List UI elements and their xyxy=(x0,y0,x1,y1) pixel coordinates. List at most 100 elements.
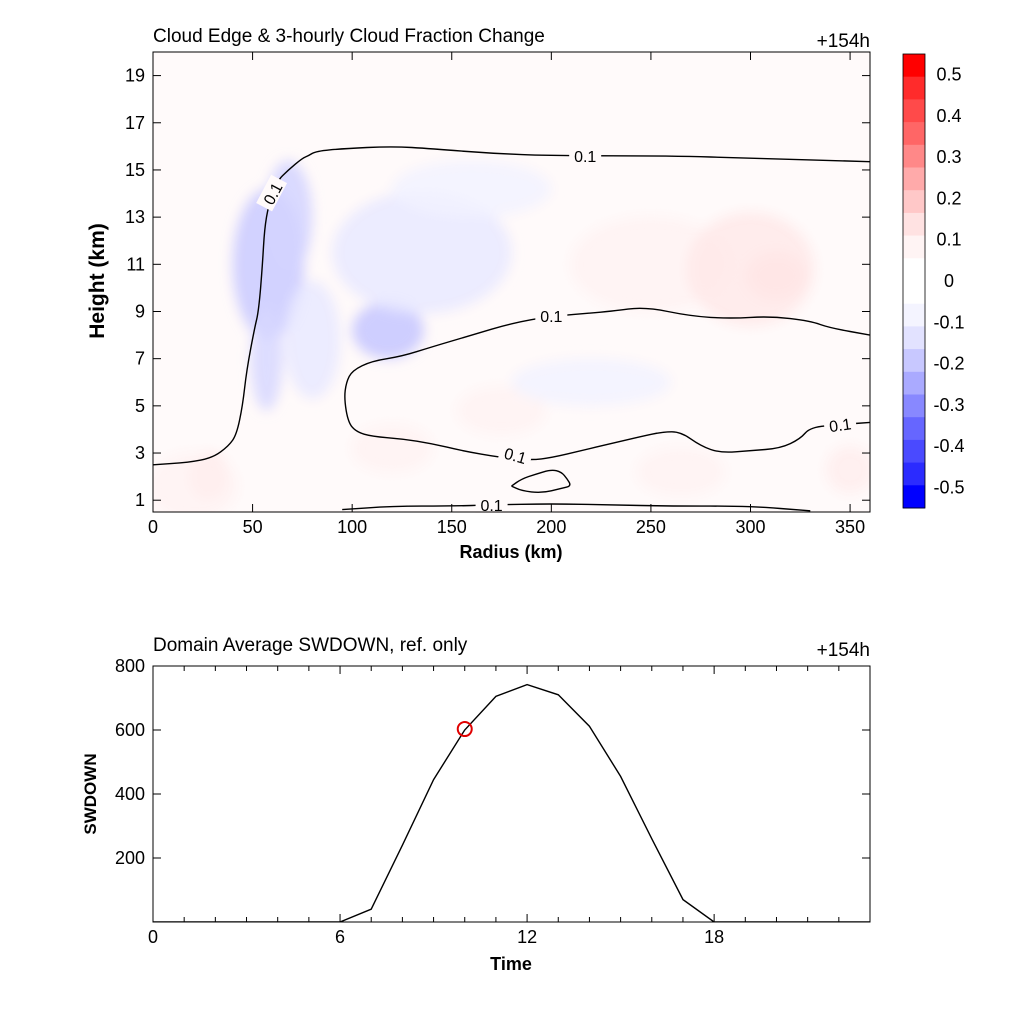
colorbar-label: 0.2 xyxy=(936,188,961,208)
contour-label-bg xyxy=(822,412,858,435)
colorbar-segment xyxy=(903,167,925,191)
colorbar-label: -0.4 xyxy=(933,436,964,456)
anomaly-patch xyxy=(511,358,671,406)
colorbar-segment xyxy=(903,394,925,418)
contour-line xyxy=(342,503,811,512)
y-tick-label: 200 xyxy=(115,848,145,868)
colorbar-labels: 0.5 0.4 0.3 0.2 0.1 0 -0.1 -0.2 -0.3 -0.4 -0.5 xyxy=(933,65,964,498)
colorbar-label: -0.1 xyxy=(933,312,964,332)
y-tick-label: 19 xyxy=(125,66,145,86)
anomaly-patch xyxy=(636,448,725,496)
colorbar-segment xyxy=(903,258,925,282)
swdown-line xyxy=(153,683,870,922)
colorbar-label: 0.5 xyxy=(936,65,961,85)
anomaly-patch xyxy=(352,302,424,359)
colorbar-segment xyxy=(903,439,925,464)
contour-label: 0.1 xyxy=(574,149,596,166)
y-tick-label: 1 xyxy=(135,490,145,510)
colorbar-segment xyxy=(903,485,925,509)
colorbar-label: 0.3 xyxy=(936,147,961,167)
y-tick-label: 7 xyxy=(135,349,145,369)
bottom-x-axis-label: Time xyxy=(490,954,532,974)
contour-label: 0.1 xyxy=(828,416,852,436)
anomaly-patch xyxy=(332,191,512,314)
colorbar-segment xyxy=(903,76,925,100)
anomaly-patch xyxy=(250,306,283,411)
x-tick-label: 300 xyxy=(735,517,765,537)
colorbar-segment xyxy=(903,144,925,168)
y-tick-label: 17 xyxy=(125,113,145,133)
colorbar-label: 0.1 xyxy=(936,230,961,250)
contour-label-bg xyxy=(497,441,534,468)
y-tick-label: 15 xyxy=(125,160,145,180)
colorbar-segment xyxy=(903,122,925,146)
anomaly-patch xyxy=(352,424,432,472)
x-tick-label: 0 xyxy=(148,517,158,537)
colorbar-segment xyxy=(903,349,925,373)
top-chart-title: Cloud Edge & 3-hourly Cloud Fraction Cha… xyxy=(153,26,545,47)
colorbar-segment xyxy=(903,326,925,350)
colorbar-frame xyxy=(902,53,926,509)
colorbar-segment xyxy=(903,417,925,441)
colorbar-segment xyxy=(903,235,925,259)
x-tick-label: 250 xyxy=(636,517,666,537)
bottom-axis-ticks: 0 6 12 18 200 400 600 800 xyxy=(115,656,871,947)
bottom-y-axis-label: SWDOWN xyxy=(81,753,100,834)
x-tick-label: 100 xyxy=(337,517,367,537)
colorbar-segment xyxy=(903,54,925,78)
top-time-label: +154h xyxy=(817,31,870,52)
colorbar-segment xyxy=(903,303,925,327)
colorbar-segment xyxy=(903,371,925,395)
y-tick-label: 13 xyxy=(125,207,145,227)
x-tick-label: 12 xyxy=(517,927,537,947)
contour-label: 0.1 xyxy=(480,498,502,515)
colorbar-segment xyxy=(903,190,925,214)
bottom-plot-frame xyxy=(152,665,871,923)
contour-label-bg xyxy=(475,494,508,513)
x-tick-label: 0 xyxy=(148,927,158,947)
current-time-marker xyxy=(456,721,473,738)
contour-label-bg xyxy=(256,174,288,212)
colorbar-segment xyxy=(903,281,925,305)
colorbar-label: 0 xyxy=(944,271,954,291)
x-tick-label: 50 xyxy=(243,517,263,537)
x-tick-label: 18 xyxy=(704,927,724,947)
colorbar-segment xyxy=(903,212,925,237)
colorbar-label: -0.3 xyxy=(933,395,964,415)
y-tick-label: 3 xyxy=(135,443,145,463)
anomaly-patch xyxy=(686,212,815,326)
y-tick-label: 5 xyxy=(135,396,145,416)
contour-line xyxy=(511,469,571,494)
anomaly-patch xyxy=(392,160,552,218)
y-tick-label: 11 xyxy=(126,254,145,274)
swdown-series xyxy=(153,683,870,922)
y-tick-label: 600 xyxy=(115,720,145,740)
colorbar-segment xyxy=(903,99,925,123)
colorbar-label: 0.4 xyxy=(936,106,961,126)
bottom-time-label: +154h xyxy=(817,640,870,661)
x-tick-label: 350 xyxy=(835,517,865,537)
top-y-axis-label: Height (km) xyxy=(86,223,109,339)
contour-label-bg xyxy=(535,306,568,325)
anomaly-patch xyxy=(457,386,546,435)
colorbar-segment xyxy=(903,462,925,486)
x-tick-label: 200 xyxy=(536,517,566,537)
colorbar-label: -0.2 xyxy=(933,354,964,374)
top-x-axis-label: Radius (km) xyxy=(459,542,562,562)
x-tick-label: 150 xyxy=(437,517,467,537)
x-tick-label: 6 xyxy=(335,927,345,947)
contour-label: 0.1 xyxy=(502,446,528,469)
anomaly-patch xyxy=(153,453,237,512)
colorbar xyxy=(903,54,925,509)
colorbar-label: -0.5 xyxy=(933,477,964,497)
contour-labels: 0.10.10.10.10.10.1 xyxy=(256,145,858,515)
anomaly-patch xyxy=(826,445,870,494)
y-tick-label: 800 xyxy=(115,656,145,676)
contour-label: 0.1 xyxy=(540,309,562,326)
y-tick-label: 9 xyxy=(135,301,145,321)
contour-label-bg xyxy=(569,145,602,164)
bottom-chart-title: Domain Average SWDOWN, ref. only xyxy=(153,635,468,656)
anomaly-patch xyxy=(284,280,341,399)
